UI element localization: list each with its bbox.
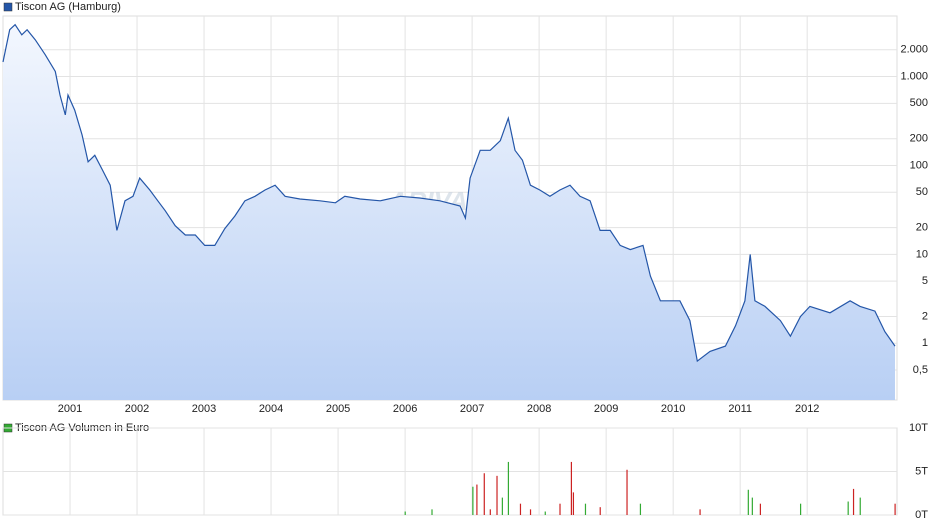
volume-bar — [489, 509, 491, 515]
x-tick-label: 2002 — [125, 403, 149, 415]
x-tick-label: 2009 — [594, 403, 618, 415]
volume-bar — [599, 507, 601, 515]
x-tick-label: 2005 — [326, 403, 350, 415]
price-line — [2, 23, 896, 363]
volume-bar — [570, 461, 572, 515]
y-tick-label: 1.000 — [900, 70, 928, 82]
x-tick-label: 2003 — [192, 403, 216, 415]
x-tick-label: 2010 — [661, 403, 685, 415]
y-tick-label: 200 — [910, 133, 928, 145]
volume-bar — [431, 509, 433, 515]
volume-bar — [507, 461, 510, 515]
volume-bar — [501, 497, 503, 515]
volume-bar — [572, 492, 575, 515]
volume-bar — [496, 475, 498, 515]
x-tick-label: 2008 — [527, 403, 551, 415]
volume-bar — [852, 488, 855, 515]
y-tick-label: 5 — [922, 275, 928, 287]
price-area — [3, 24, 895, 400]
y-tick-label: 10T — [909, 422, 928, 434]
volume-bar — [894, 503, 896, 515]
volume-bar — [584, 503, 587, 515]
y-tick-label: 2.000 — [900, 44, 928, 56]
y-tick-label: 5T — [915, 465, 928, 477]
legend-title: Tiscon AG (Hamburg) — [15, 1, 121, 13]
y-tick-label: 100 — [910, 159, 928, 171]
volume-bar — [483, 473, 485, 515]
legend-swatch — [3, 2, 13, 12]
volume-bar — [639, 503, 642, 515]
volume-bar — [559, 503, 561, 515]
y-tick-label: 50 — [916, 186, 928, 198]
volume-bar — [519, 503, 522, 515]
y-tick-label: 10 — [916, 248, 928, 260]
x-tick-label: 2007 — [460, 403, 484, 415]
volume-bar — [626, 469, 628, 515]
y-tick-label: 500 — [910, 97, 928, 109]
y-tick-label: 1 — [922, 337, 928, 349]
volume-bar — [751, 497, 753, 515]
volume-bar — [799, 503, 802, 515]
x-tick-label: 2012 — [795, 403, 819, 415]
y-tick-label: 0,5 — [913, 364, 928, 376]
x-tick-label: 2001 — [58, 403, 82, 415]
volume-bar — [404, 511, 406, 515]
y-tick-label: 0T — [915, 509, 928, 521]
volume-bar — [544, 511, 546, 515]
x-tick-label: 2004 — [259, 403, 283, 415]
y-tick-label: 2 — [922, 310, 928, 322]
x-tick-label: 2011 — [728, 403, 752, 415]
volume-bar — [747, 489, 749, 515]
volume-bar — [472, 486, 474, 515]
volume-bar — [699, 509, 701, 515]
volume-bar — [476, 484, 478, 515]
volume-bar — [759, 503, 761, 515]
volume-bar — [529, 509, 532, 515]
volume-bar — [859, 497, 861, 515]
volume-bar — [847, 501, 849, 515]
x-tick-label: 2006 — [393, 403, 417, 415]
y-tick-label: 20 — [916, 222, 928, 234]
